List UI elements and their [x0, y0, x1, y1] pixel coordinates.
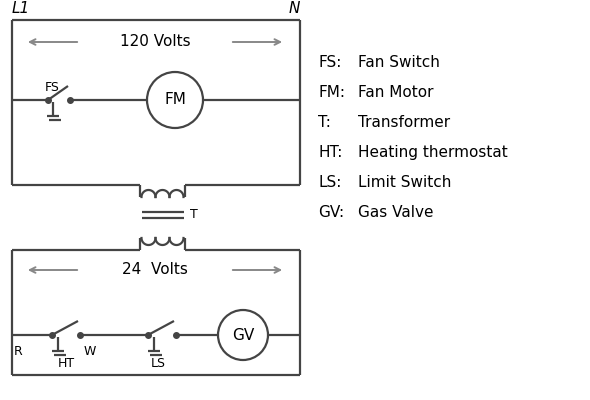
Text: LS:: LS: — [318, 175, 342, 190]
Text: L1: L1 — [12, 1, 30, 16]
Text: T:: T: — [318, 115, 331, 130]
Text: HT: HT — [57, 357, 74, 370]
Text: Heating thermostat: Heating thermostat — [358, 145, 508, 160]
Text: 120 Volts: 120 Volts — [120, 34, 191, 50]
Text: Transformer: Transformer — [358, 115, 450, 130]
Text: Limit Switch: Limit Switch — [358, 175, 451, 190]
Text: FM: FM — [164, 92, 186, 108]
Text: HT:: HT: — [318, 145, 342, 160]
Text: FS: FS — [45, 81, 60, 94]
Text: W: W — [84, 345, 96, 358]
Text: GV: GV — [232, 328, 254, 342]
Text: LS: LS — [150, 357, 166, 370]
Text: T: T — [190, 208, 198, 222]
Text: FS:: FS: — [318, 55, 342, 70]
Text: GV:: GV: — [318, 205, 344, 220]
Text: R: R — [14, 345, 23, 358]
Text: 24  Volts: 24 Volts — [122, 262, 188, 278]
Text: Fan Motor: Fan Motor — [358, 85, 434, 100]
Text: FM:: FM: — [318, 85, 345, 100]
Text: N: N — [289, 1, 300, 16]
Text: Gas Valve: Gas Valve — [358, 205, 434, 220]
Text: Fan Switch: Fan Switch — [358, 55, 440, 70]
